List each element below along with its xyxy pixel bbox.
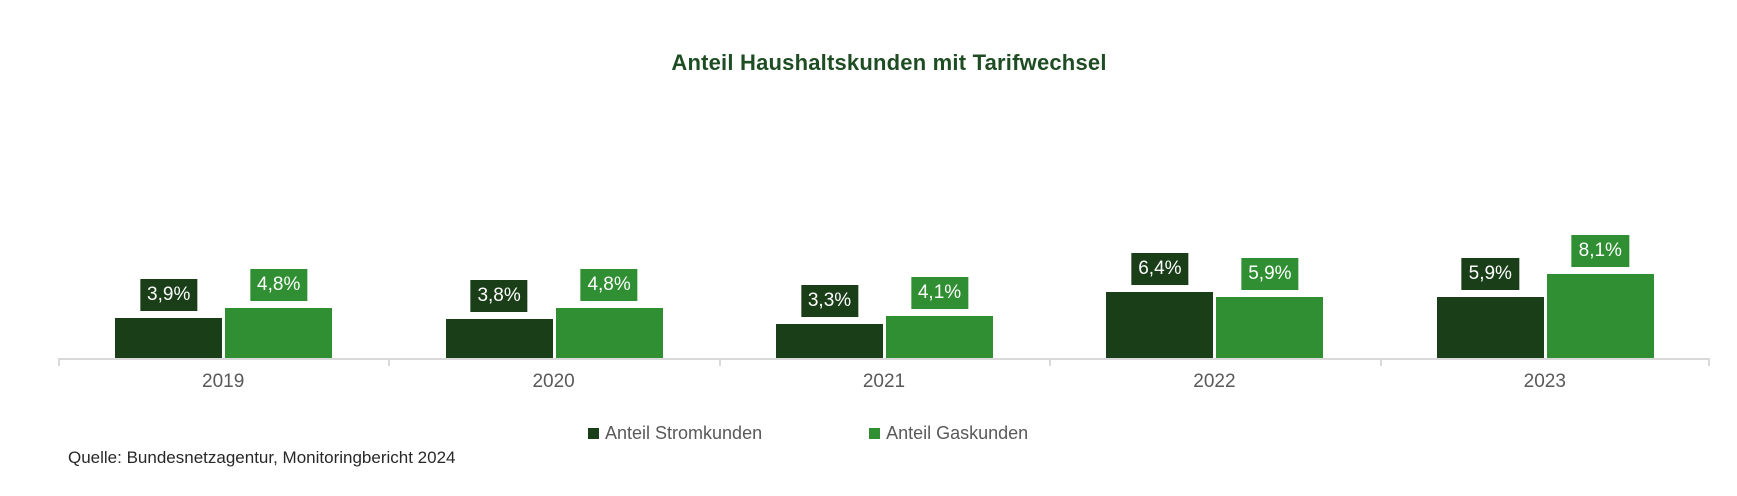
value-label-gas-2019: 4,8% <box>250 269 308 302</box>
legend-swatch-gaskunden-icon <box>869 428 881 439</box>
bar-strom-2019[interactable] <box>115 317 223 358</box>
value-label-gas-2023: 8,1% <box>1571 235 1629 268</box>
x-axis-label-2019: 2019 <box>202 371 245 392</box>
bar-gas-2022[interactable] <box>1216 296 1324 358</box>
x-axis-tick <box>718 358 721 366</box>
bar-gas-2019[interactable] <box>225 308 333 358</box>
x-axis-line <box>58 358 1710 360</box>
bar-strom-2022[interactable] <box>1106 291 1214 358</box>
legend-item-gaskunden[interactable]: Anteil Gaskunden <box>869 423 1028 444</box>
x-axis-label-2022: 2022 <box>1193 371 1236 392</box>
legend: Anteil Stromkunden Anteil Gaskunden <box>588 423 1028 444</box>
source-note: Quelle: Bundesnetzagentur, Monitoringber… <box>68 448 456 467</box>
x-axis-tick <box>58 358 60 366</box>
legend-swatch-stromkunden-icon <box>588 428 599 439</box>
x-axis-tick <box>388 358 391 366</box>
value-label-strom-2020: 3,8% <box>470 279 528 312</box>
value-label-gas-2020: 4,8% <box>580 269 638 302</box>
bar-strom-2021[interactable] <box>776 323 883 358</box>
bar-strom-2023[interactable] <box>1436 296 1544 358</box>
x-axis-label-2021: 2021 <box>862 371 906 392</box>
value-label-strom-2023: 5,9% <box>1461 257 1519 290</box>
x-axis-tick <box>1708 358 1710 366</box>
x-axis-tick <box>1379 358 1382 366</box>
bar-gas-2021[interactable] <box>886 315 993 358</box>
legend-item-stromkunden[interactable]: Anteil Stromkunden <box>588 423 762 444</box>
legend-label-stromkunden: Anteil Stromkunden <box>605 423 763 443</box>
x-axis-label-2020: 2020 <box>532 371 575 392</box>
x-axis-label-2023: 2023 <box>1523 371 1566 392</box>
chart-title: Anteil Haushaltskunden mit Tarifwechsel <box>671 50 1107 75</box>
bar-strom-2020[interactable] <box>445 318 553 358</box>
value-label-strom-2019: 3,9% <box>140 278 198 311</box>
value-label-gas-2022: 5,9% <box>1241 257 1299 290</box>
value-label-gas-2021: 4,1% <box>910 276 969 309</box>
bar-gas-2020[interactable] <box>555 308 663 358</box>
bar-gas-2023[interactable] <box>1546 274 1654 358</box>
x-axis-tick <box>1049 358 1052 366</box>
legend-label-gaskunden: Anteil Gaskunden <box>886 423 1029 443</box>
value-label-strom-2022: 6,4% <box>1131 252 1189 285</box>
value-label-strom-2021: 3,3% <box>800 284 859 317</box>
